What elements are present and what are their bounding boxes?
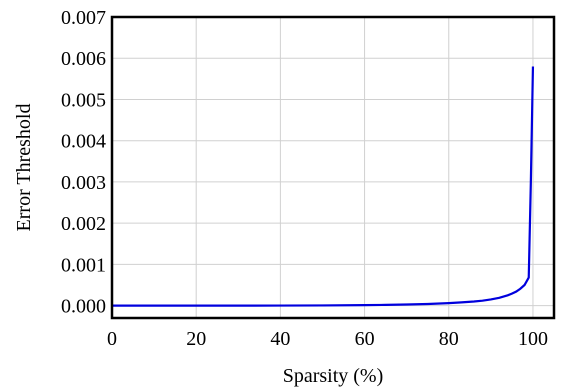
y-tick-label: 0.006 (61, 48, 106, 70)
y-tick-label: 0.003 (61, 172, 106, 194)
y-tick-label: 0.007 (61, 7, 106, 29)
x-tick-label: 40 (270, 328, 290, 350)
grid-lines (111, 16, 554, 318)
y-tick-label: 0.000 (61, 296, 106, 318)
x-axis-label: Sparsity (%) (283, 365, 384, 387)
y-tick-label: 0.001 (61, 254, 106, 276)
y-tick-label: 0.005 (61, 89, 106, 111)
y-tick-label: 0.002 (61, 213, 106, 235)
y-tick-label: 0.004 (61, 131, 106, 153)
plot-frame (110, 15, 556, 320)
tick-labels: 0 20 40 60 80 100 0.000 0.001 0.002 0.003 0.004 0.0… (61, 7, 548, 350)
y-axis-label: Error Threshold (13, 104, 35, 232)
x-tick-label: 20 (186, 328, 206, 350)
x-tick-label: 100 (518, 328, 548, 350)
x-tick-label: 60 (355, 328, 375, 350)
series-line (112, 66, 535, 307)
x-tick-label: 80 (439, 328, 459, 350)
series-layer (112, 66, 535, 307)
x-tick-label: 0 (107, 328, 117, 350)
